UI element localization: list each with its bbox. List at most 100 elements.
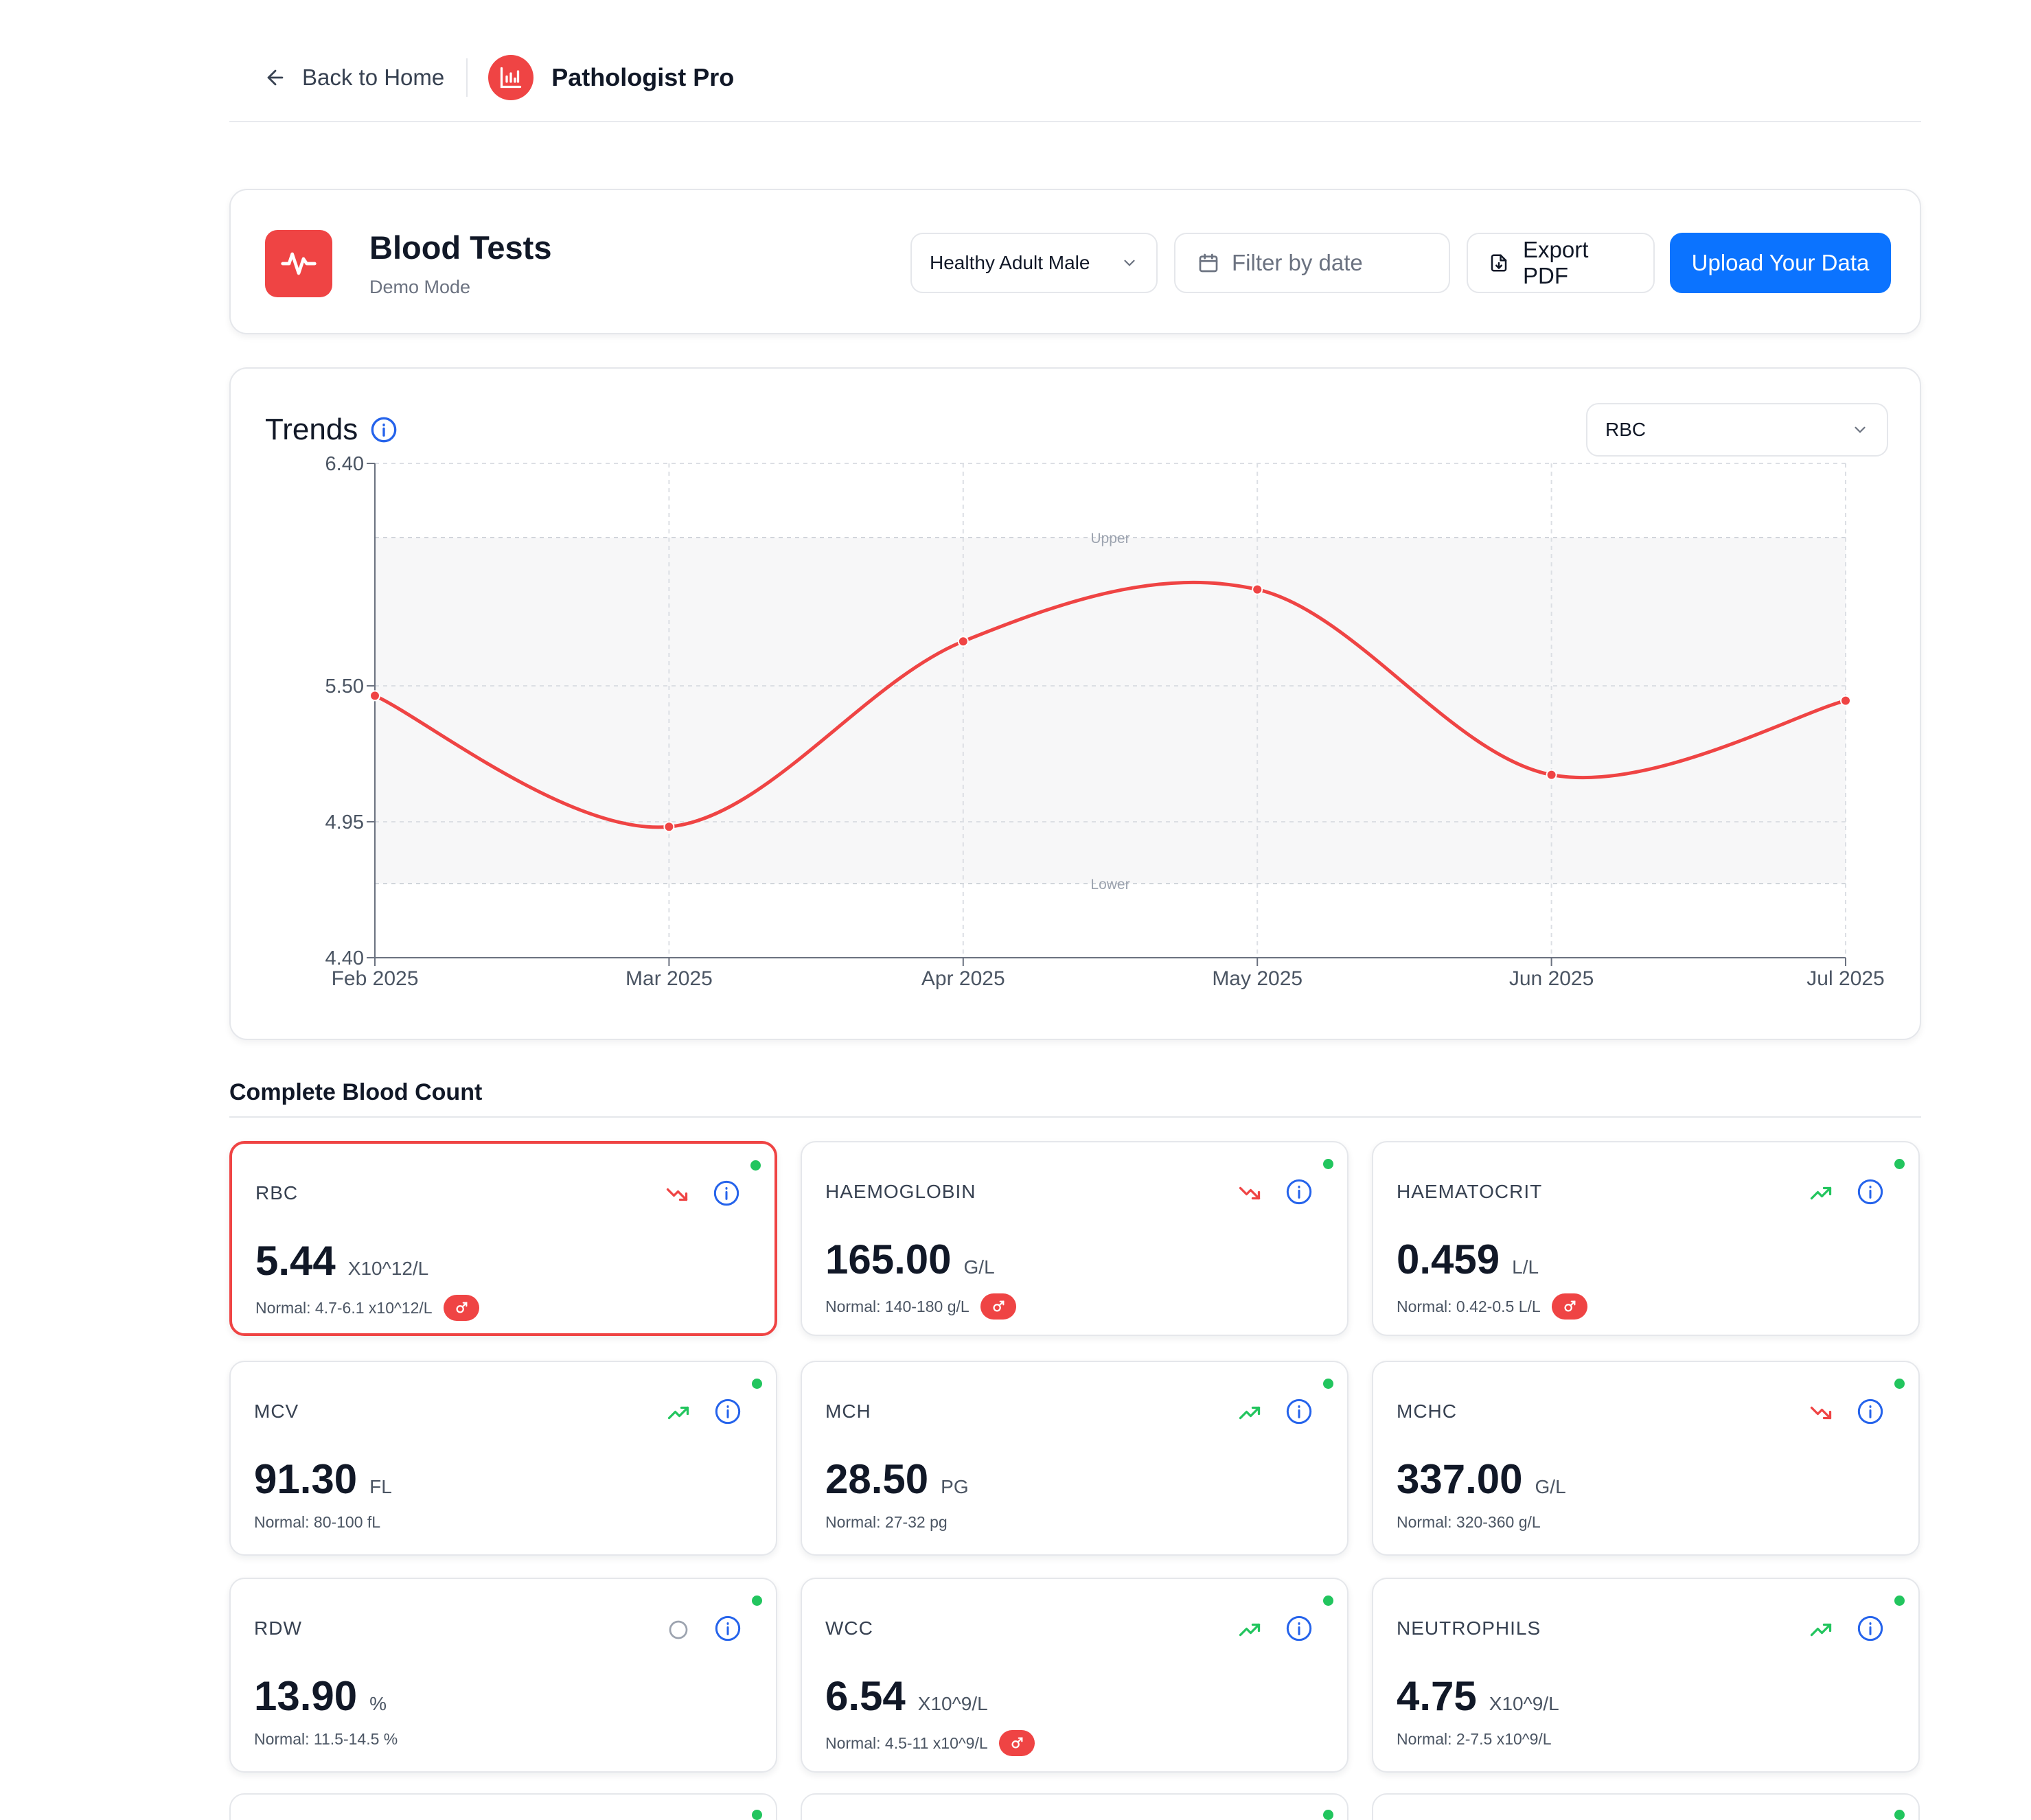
metric-unit: FL bbox=[369, 1476, 392, 1497]
normal-range-text: Normal: 320-360 g/L bbox=[1397, 1513, 1541, 1531]
metric-card-wcc[interactable]: WCC 6.54 X10^9/L Normal: 4.5-11 x10^9/L bbox=[801, 1578, 1349, 1773]
info-icon[interactable] bbox=[1285, 1178, 1313, 1206]
metric-card-partial[interactable] bbox=[1372, 1793, 1920, 1820]
normal-range: Normal: 11.5-14.5 % bbox=[254, 1730, 398, 1749]
metric-card-partial[interactable] bbox=[801, 1793, 1349, 1820]
metric-card-neutrophils[interactable]: NEUTROPHILS 4.75 X10^9/L Normal: 2-7.5 x10^… bbox=[1372, 1578, 1920, 1773]
metric-number: 4.75 bbox=[1397, 1673, 1477, 1719]
info-icon[interactable] bbox=[714, 1398, 742, 1425]
normal-range: Normal: 4.5-11 x10^9/L bbox=[825, 1730, 1035, 1756]
status-dot bbox=[1894, 1159, 1905, 1169]
metric-label: HAEMOGLOBIN bbox=[825, 1181, 976, 1202]
file-download-icon bbox=[1491, 254, 1507, 272]
heart-pulse-icon bbox=[265, 230, 332, 297]
info-icon[interactable] bbox=[1857, 1398, 1884, 1425]
normal-range-text: Normal: 4.7-6.1 x10^12/L bbox=[255, 1298, 433, 1317]
y-tick-label: 5.50 bbox=[325, 676, 364, 698]
nav-divider bbox=[466, 58, 468, 97]
info-icon[interactable] bbox=[713, 1179, 740, 1207]
metric-unit: X10^9/L bbox=[1489, 1693, 1559, 1714]
circle-icon bbox=[666, 1617, 691, 1642]
info-icon[interactable] bbox=[1285, 1398, 1313, 1425]
info-icon[interactable] bbox=[1857, 1615, 1884, 1642]
info-icon[interactable] bbox=[714, 1615, 742, 1642]
metric-unit: L/L bbox=[1512, 1256, 1539, 1278]
metric-number: 0.459 bbox=[1397, 1236, 1500, 1282]
metric-number: 91.30 bbox=[254, 1456, 358, 1502]
export-pdf-label: Export PDF bbox=[1523, 237, 1589, 288]
metric-value: 0.459 L/L bbox=[1397, 1236, 1539, 1283]
reference-range-band bbox=[375, 538, 1846, 884]
normal-range-text: Normal: 140-180 g/L bbox=[825, 1297, 969, 1315]
page-title: Blood Tests bbox=[369, 229, 552, 266]
metric-unit: PG bbox=[941, 1476, 969, 1497]
metric-value: 28.50 PG bbox=[825, 1455, 969, 1503]
band-lower-label: Lower bbox=[1090, 877, 1129, 892]
profile-select-value: Healthy Adult Male bbox=[930, 252, 1090, 273]
series-line bbox=[373, 580, 1848, 829]
metric-label: MCH bbox=[825, 1401, 871, 1422]
info-icon[interactable] bbox=[1857, 1178, 1884, 1206]
metric-unit: % bbox=[369, 1693, 387, 1714]
profile-select[interactable]: Healthy Adult Male bbox=[910, 233, 1158, 293]
metric-card-haemoglobin[interactable]: HAEMOGLOBIN 165.00 G/L Normal: 140-180 g/L bbox=[801, 1141, 1349, 1336]
male-icon bbox=[443, 1295, 479, 1321]
metric-card-rbc[interactable]: RBC 5.44 X10^12/L Normal: 4.7-6.1 x10^12/L bbox=[229, 1141, 777, 1336]
metric-number: 6.54 bbox=[825, 1673, 906, 1719]
metric-card-mcv[interactable]: MCV 91.30 FL Normal: 80-100 fL bbox=[229, 1361, 777, 1556]
trending-up-icon bbox=[1237, 1401, 1262, 1425]
trends-title-text: Trends bbox=[265, 413, 358, 446]
metric-card-partial[interactable] bbox=[229, 1793, 777, 1820]
metric-value: 165.00 G/L bbox=[825, 1236, 995, 1283]
x-tick-label: May 2025 bbox=[1212, 967, 1303, 990]
trend-metric-value: RBC bbox=[1605, 419, 1646, 440]
metric-number: 165.00 bbox=[825, 1236, 952, 1282]
status-dot bbox=[752, 1810, 762, 1820]
bar-chart-icon bbox=[488, 55, 534, 100]
date-filter-input[interactable]: Filter by date bbox=[1174, 233, 1450, 293]
trending-up-icon bbox=[666, 1401, 691, 1425]
x-tick-label: Apr 2025 bbox=[921, 967, 1005, 990]
metric-value: 91.30 FL bbox=[254, 1455, 392, 1503]
trending-up-icon bbox=[1237, 1617, 1262, 1642]
data-point bbox=[1840, 695, 1851, 706]
metric-unit: X10^12/L bbox=[347, 1258, 429, 1279]
section-divider bbox=[229, 1116, 1921, 1118]
normal-range-text: Normal: 0.42-0.5 L/L bbox=[1397, 1297, 1541, 1315]
metric-value: 6.54 X10^9/L bbox=[825, 1672, 988, 1720]
trend-metric-select[interactable]: RBC bbox=[1586, 403, 1888, 457]
metric-card-haematocrit[interactable]: HAEMATOCRIT 0.459 L/L Normal: 0.42-0.5 L/L bbox=[1372, 1141, 1920, 1336]
metric-number: 337.00 bbox=[1397, 1456, 1523, 1502]
top-nav: Back to Home Pathologist Pro bbox=[229, 34, 1921, 122]
data-point bbox=[663, 821, 675, 833]
trending-down-icon bbox=[1237, 1181, 1262, 1206]
y-tick-label: 6.40 bbox=[325, 453, 364, 475]
metric-value: 13.90% bbox=[254, 1672, 387, 1720]
data-point bbox=[957, 636, 969, 647]
metric-value: 4.75 X10^9/L bbox=[1397, 1672, 1559, 1720]
arrow-left-icon bbox=[267, 69, 284, 86]
brand: Pathologist Pro bbox=[488, 55, 734, 100]
data-point bbox=[369, 690, 380, 702]
back-to-home-link[interactable]: Back to Home bbox=[264, 65, 444, 91]
trending-up-icon bbox=[1809, 1181, 1833, 1206]
normal-range: Normal: 80-100 fL bbox=[254, 1513, 380, 1532]
metric-value: 5.44 X10^12/L bbox=[255, 1237, 428, 1285]
metric-unit: G/L bbox=[963, 1256, 995, 1278]
normal-range: Normal: 27-32 pg bbox=[825, 1513, 948, 1532]
metric-card-rdw[interactable]: RDW 13.90% Normal: 11.5-14.5 % bbox=[229, 1578, 777, 1773]
male-icon bbox=[998, 1730, 1035, 1756]
status-dot bbox=[752, 1379, 762, 1389]
info-icon[interactable] bbox=[1285, 1615, 1313, 1642]
upload-data-button[interactable]: Upload Your Data bbox=[1670, 233, 1891, 293]
info-icon[interactable] bbox=[370, 416, 398, 444]
male-icon bbox=[980, 1293, 1016, 1320]
band-upper-label: Upper bbox=[1090, 531, 1129, 546]
export-pdf-button[interactable]: Export PDF bbox=[1467, 233, 1655, 293]
metric-card-mch[interactable]: MCH 28.50 PG Normal: 27-32 pg bbox=[801, 1361, 1349, 1556]
metric-card-mchc[interactable]: MCHC 337.00 G/L Normal: 320-360 g/L bbox=[1372, 1361, 1920, 1556]
trending-up-icon bbox=[1809, 1617, 1833, 1642]
metric-label: RBC bbox=[255, 1182, 299, 1203]
metric-value: 337.00 G/L bbox=[1397, 1455, 1566, 1503]
male-icon bbox=[1551, 1293, 1587, 1320]
